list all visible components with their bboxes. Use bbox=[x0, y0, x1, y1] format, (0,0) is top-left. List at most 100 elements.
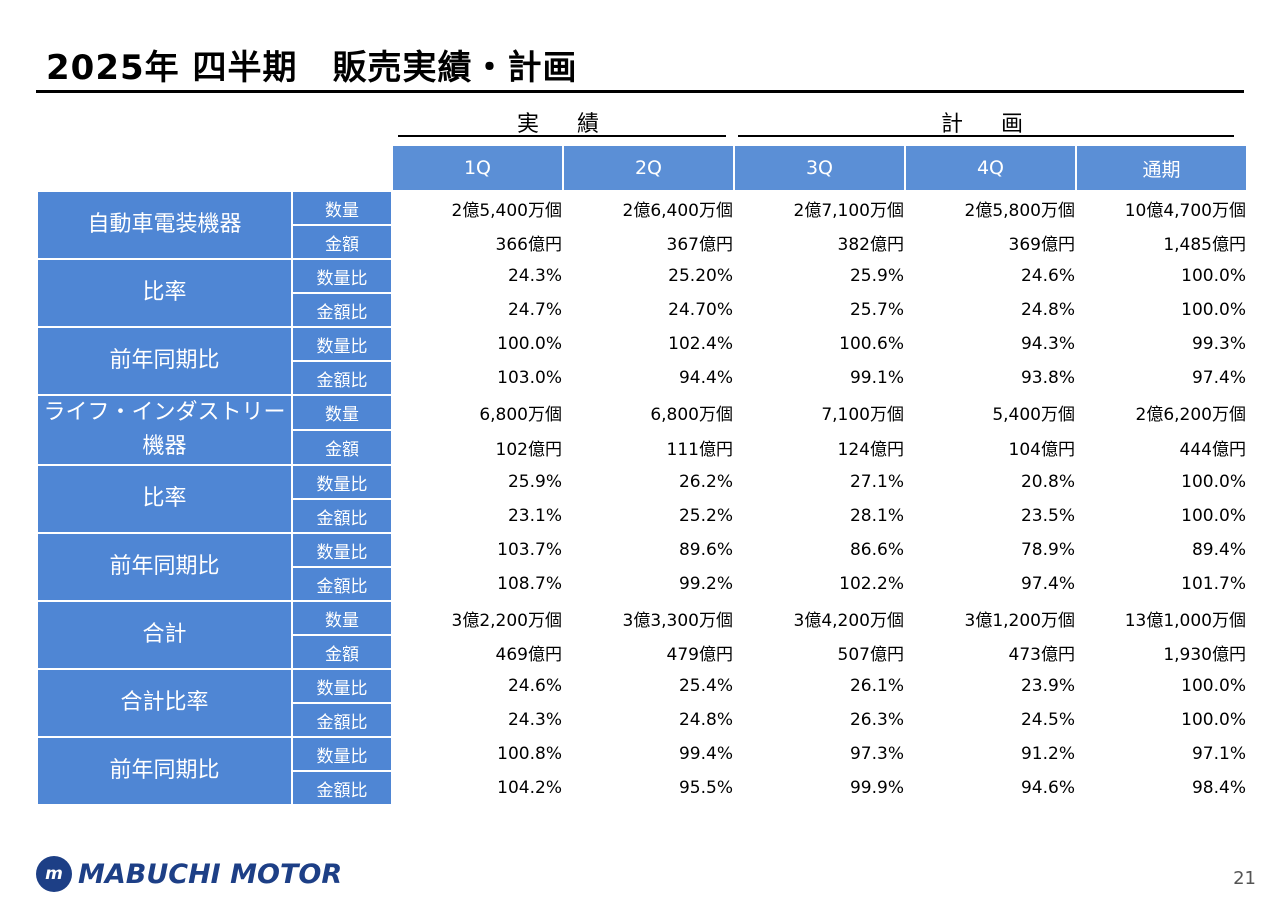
table-row: 金額比 104.2% 95.5% 99.9% 94.6% 98.4% bbox=[37, 770, 1248, 806]
metric-label: 金額 bbox=[291, 224, 393, 260]
section-label: 前年同期比 bbox=[36, 736, 293, 806]
column-header: 通期 bbox=[1075, 144, 1248, 192]
value-cell: 104.2% bbox=[391, 770, 564, 806]
table-header-row: 1Q 2Q 3Q 4Q 通期 bbox=[36, 144, 1248, 192]
metric-label: 数量 bbox=[291, 190, 393, 226]
metric-label: 金額比 bbox=[291, 770, 393, 806]
logo-text: MABUCHI MOTOR bbox=[78, 858, 343, 890]
value-cell: 3億4,200万個 bbox=[733, 600, 906, 636]
value-cell: 97.3% bbox=[733, 736, 906, 772]
value-cell: 100.0% bbox=[1075, 464, 1248, 500]
section-label: 比率 bbox=[36, 464, 293, 534]
value-cell: 507億円 bbox=[733, 634, 906, 670]
value-cell: 100.6% bbox=[733, 326, 906, 362]
value-cell: 100.0% bbox=[1075, 702, 1248, 738]
section-label: 比率 bbox=[36, 258, 293, 328]
value-cell: 94.3% bbox=[904, 326, 1077, 362]
value-cell: 99.3% bbox=[1075, 326, 1248, 362]
value-cell: 26.3% bbox=[733, 702, 906, 738]
value-cell: 3億1,200万個 bbox=[904, 600, 1077, 636]
value-cell: 369億円 bbox=[904, 224, 1077, 260]
value-cell: 89.6% bbox=[562, 532, 735, 568]
value-cell: 24.3% bbox=[391, 258, 564, 294]
value-cell: 3億3,300万個 bbox=[562, 600, 735, 636]
value-cell: 99.9% bbox=[733, 770, 906, 806]
metric-label: 数量 bbox=[291, 394, 393, 431]
title-underline bbox=[36, 90, 1244, 93]
table-row: 金額比 108.7% 99.2% 102.2% 97.4% 101.7% bbox=[37, 566, 1248, 602]
metric-label: 数量比 bbox=[291, 668, 393, 704]
value-cell: 3億2,200万個 bbox=[391, 600, 564, 636]
metric-label: 数量比 bbox=[291, 736, 393, 772]
value-cell: 100.0% bbox=[1075, 292, 1248, 328]
value-cell: 111億円 bbox=[562, 429, 735, 466]
value-cell: 78.9% bbox=[904, 532, 1077, 568]
metric-label: 金額 bbox=[291, 429, 393, 466]
value-cell: 86.6% bbox=[733, 532, 906, 568]
value-cell: 2億5,800万個 bbox=[904, 190, 1077, 226]
value-cell: 444億円 bbox=[1075, 429, 1248, 466]
value-cell: 23.5% bbox=[904, 498, 1077, 534]
table-row: 前年同期比 数量比 103.7% 89.6% 86.6% 78.9% 89.4% bbox=[36, 532, 1248, 602]
section-label: 合計 bbox=[36, 600, 293, 670]
value-cell: 108.7% bbox=[391, 566, 564, 602]
value-cell: 13億1,000万個 bbox=[1075, 600, 1248, 636]
value-cell: 25.20% bbox=[562, 258, 735, 294]
table-row: 前年同期比 数量比 100.0% 102.4% 100.6% 94.3% 99.3% bbox=[36, 326, 1248, 396]
value-cell: 99.2% bbox=[562, 566, 735, 602]
value-cell: 93.8% bbox=[904, 360, 1077, 396]
plan-group-label: 計 画 bbox=[940, 112, 1031, 137]
value-cell: 97.1% bbox=[1075, 736, 1248, 772]
value-cell: 24.5% bbox=[904, 702, 1077, 738]
value-cell: 25.9% bbox=[733, 258, 906, 294]
value-cell: 91.2% bbox=[904, 736, 1077, 772]
value-cell: 10億4,700万個 bbox=[1075, 190, 1248, 226]
value-cell: 367億円 bbox=[562, 224, 735, 260]
value-cell: 102.2% bbox=[733, 566, 906, 602]
table-row: 金額 366億円 367億円 382億円 369億円 1,485億円 bbox=[37, 224, 1248, 260]
value-cell: 479億円 bbox=[562, 634, 735, 670]
company-logo: m MABUCHI MOTOR bbox=[36, 856, 342, 892]
column-header: 1Q bbox=[391, 144, 564, 192]
value-cell: 100.0% bbox=[1075, 258, 1248, 294]
section-label: 前年同期比 bbox=[36, 532, 293, 602]
value-cell: 24.6% bbox=[391, 668, 564, 704]
metric-label: 金額比 bbox=[291, 292, 393, 328]
value-cell: 94.6% bbox=[904, 770, 1077, 806]
table-body: 自動車電装機器 数量 2億5,400万個 2億6,400万個 2億7,100万個 2億5,… bbox=[36, 190, 1248, 806]
table-row: 金額 102億円 111億円 124億円 104億円 444億円 bbox=[37, 429, 1248, 466]
table-row: 合計 数量 3億2,200万個 3億3,300万個 3億4,200万個 3億1,200万個… bbox=[36, 600, 1248, 670]
metric-label: 数量比 bbox=[291, 326, 393, 362]
value-cell: 6,800万個 bbox=[391, 394, 564, 431]
value-cell: 366億円 bbox=[391, 224, 564, 260]
table-row: ライフ・インダストリー 機器 数量 6,800万個 6,800万個 7,100万個 5,4… bbox=[36, 394, 1248, 466]
value-cell: 25.2% bbox=[562, 498, 735, 534]
value-cell: 100.0% bbox=[391, 326, 564, 362]
table-row: 金額比 24.3% 24.8% 26.3% 24.5% 100.0% bbox=[37, 702, 1248, 738]
section-label: 前年同期比 bbox=[36, 326, 293, 396]
value-cell: 100.0% bbox=[1075, 498, 1248, 534]
metric-label: 金額比 bbox=[291, 360, 393, 396]
value-cell: 103.7% bbox=[391, 532, 564, 568]
value-cell: 104億円 bbox=[904, 429, 1077, 466]
section-label: 合計比率 bbox=[36, 668, 293, 738]
value-cell: 97.4% bbox=[904, 566, 1077, 602]
value-cell: 99.1% bbox=[733, 360, 906, 396]
value-cell: 102.4% bbox=[562, 326, 735, 362]
value-cell: 24.7% bbox=[391, 292, 564, 328]
logo-mark-icon: m bbox=[36, 856, 72, 892]
table-row: 比率 数量比 25.9% 26.2% 27.1% 20.8% 100.0% bbox=[36, 464, 1248, 534]
metric-label: 数量比 bbox=[291, 532, 393, 568]
value-cell: 25.4% bbox=[562, 668, 735, 704]
header-corner bbox=[36, 144, 393, 192]
value-cell: 99.4% bbox=[562, 736, 735, 772]
value-cell: 469億円 bbox=[391, 634, 564, 670]
value-cell: 23.9% bbox=[904, 668, 1077, 704]
value-cell: 100.0% bbox=[1075, 668, 1248, 704]
value-cell: 24.6% bbox=[904, 258, 1077, 294]
value-cell: 1,485億円 bbox=[1075, 224, 1248, 260]
value-cell: 97.4% bbox=[1075, 360, 1248, 396]
column-header: 2Q bbox=[562, 144, 735, 192]
value-cell: 24.8% bbox=[904, 292, 1077, 328]
table-row: 比率 数量比 24.3% 25.20% 25.9% 24.6% 100.0% bbox=[36, 258, 1248, 328]
